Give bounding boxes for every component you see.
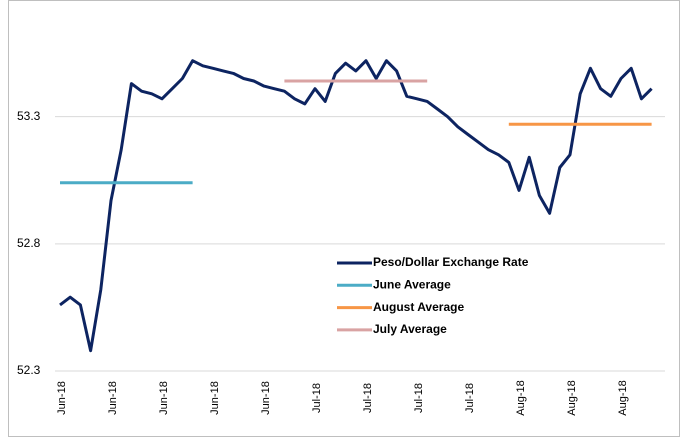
x-tick-label: Aug-18: [566, 380, 578, 415]
x-tick-label: Jul-18: [311, 383, 323, 413]
x-tick-label: Jul-18: [413, 383, 425, 413]
x-tick-label: Jul-18: [362, 383, 374, 413]
legend-label: June Average: [373, 277, 451, 291]
y-tick-label: 52.3: [17, 363, 41, 377]
x-tick-label: Aug-18: [515, 380, 527, 415]
legend-label: July Average: [373, 322, 447, 336]
x-tick-label: Jun-18: [209, 381, 221, 415]
x-tick-label: Jul-18: [464, 383, 476, 413]
x-tick-label: Jun-18: [260, 381, 272, 415]
legend-label: August Average: [373, 300, 464, 314]
x-tick-label: Jun-18: [107, 381, 119, 415]
x-tick-label: Jun-18: [158, 381, 170, 415]
legend-label: Peso/Dollar Exchange Rate: [373, 255, 529, 269]
chart-border: [8, 0, 680, 437]
y-tick-label: 52.8: [17, 236, 41, 250]
series-line: [59, 59, 653, 353]
x-tick-label: Aug-18: [617, 380, 629, 415]
x-tick-label: Jun-18: [56, 381, 68, 415]
y-tick-label: 53.3: [17, 109, 41, 123]
